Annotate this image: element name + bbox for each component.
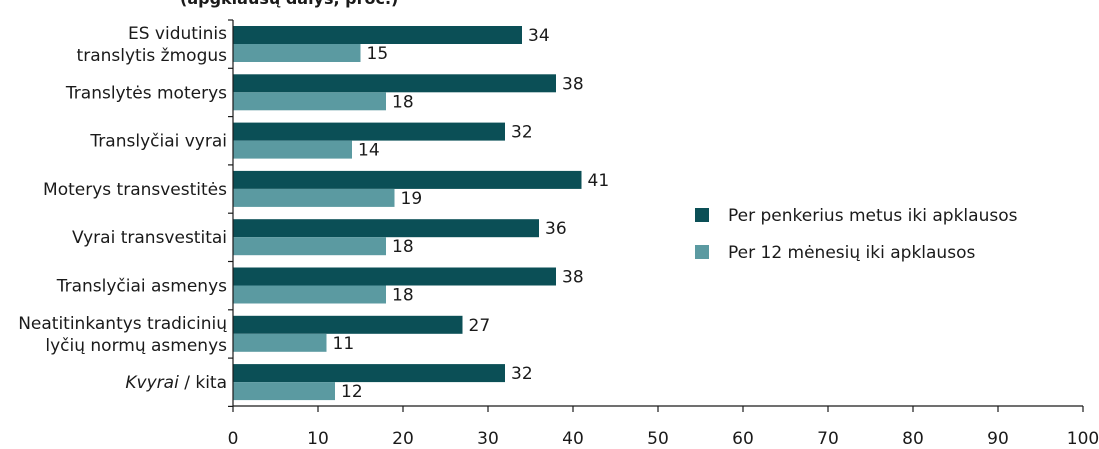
value-label-twelve-months-3: 19 bbox=[401, 189, 423, 209]
category-label-3: Moterys transvestitės bbox=[43, 180, 227, 200]
x-tick-label-100: 100 bbox=[1067, 429, 1099, 449]
bar-twelve-months-0 bbox=[233, 44, 361, 62]
bar-five-years-4 bbox=[233, 219, 539, 238]
value-label-twelve-months-2: 14 bbox=[358, 141, 380, 161]
bar-five-years-0 bbox=[233, 26, 522, 44]
category-label-0-line1: ES vidutinis bbox=[128, 24, 227, 44]
bar-five-years-3 bbox=[233, 170, 582, 189]
value-label-twelve-months-7: 12 bbox=[341, 382, 363, 402]
value-label-twelve-months-0: 15 bbox=[367, 44, 389, 64]
bar-twelve-months-1 bbox=[233, 92, 386, 111]
value-label-five-years-4: 36 bbox=[545, 219, 567, 239]
value-label-twelve-months-5: 18 bbox=[392, 286, 414, 306]
category-label-5: Translyčiai asmenys bbox=[56, 277, 227, 297]
bar-twelve-months-3 bbox=[233, 188, 395, 207]
value-label-five-years-0: 34 bbox=[528, 26, 550, 46]
axis-layer: 0 10 20 30 40 50 60 70 80 90 100 bbox=[228, 19, 1099, 449]
value-label-twelve-months-6: 11 bbox=[333, 334, 355, 354]
value-label-twelve-months-4: 18 bbox=[392, 237, 414, 257]
bar-five-years-5 bbox=[233, 267, 556, 286]
chart-title: (apgklausų dalys, proc.) bbox=[180, 0, 398, 8]
bar-five-years-6 bbox=[233, 315, 463, 334]
legend-label-twelve-months: Per 12 mėnesių iki apklausos bbox=[728, 243, 975, 263]
value-label-five-years-3: 41 bbox=[588, 171, 610, 191]
bar-twelve-months-7 bbox=[233, 382, 335, 401]
value-label-five-years-6: 27 bbox=[469, 316, 491, 336]
x-tick-label-0: 0 bbox=[228, 429, 239, 449]
value-label-twelve-months-1: 18 bbox=[392, 92, 414, 112]
category-label-0-line2: translytis žmogus bbox=[77, 46, 228, 66]
bar-twelve-months-6 bbox=[233, 333, 327, 352]
category-label-1: Translytės moterys bbox=[65, 83, 227, 103]
x-tick-label-90: 90 bbox=[987, 429, 1009, 449]
legend-label-five-years: Per penkerius metus iki apklausos bbox=[728, 206, 1018, 226]
category-label-6-line1: Neatitinkantys tradicinių bbox=[18, 314, 227, 334]
bar-five-years-1 bbox=[233, 74, 556, 93]
bar-twelve-months-2 bbox=[233, 140, 352, 159]
x-tick-label-30: 30 bbox=[477, 429, 499, 449]
x-tick-label-40: 40 bbox=[562, 429, 584, 449]
x-tick-label-60: 60 bbox=[732, 429, 754, 449]
x-tick-label-70: 70 bbox=[817, 429, 839, 449]
bar-twelve-months-5 bbox=[233, 285, 386, 304]
x-tick-label-10: 10 bbox=[307, 429, 329, 449]
value-label-five-years-7: 32 bbox=[511, 364, 533, 384]
x-tick-label-20: 20 bbox=[392, 429, 414, 449]
legend-swatch-five-years bbox=[695, 208, 709, 222]
value-label-five-years-2: 32 bbox=[511, 123, 533, 143]
value-label-five-years-1: 38 bbox=[562, 74, 584, 94]
category-label-7: Kvyrai / kita bbox=[125, 373, 227, 393]
value-label-five-years-5: 38 bbox=[562, 268, 584, 288]
legend: Per penkerius metus iki apklausos Per 12 … bbox=[695, 206, 1018, 263]
bar-five-years-2 bbox=[233, 122, 505, 141]
legend-swatch-twelve-months bbox=[695, 245, 709, 259]
x-tick-label-80: 80 bbox=[902, 429, 924, 449]
bar-five-years-7 bbox=[233, 364, 505, 383]
bars-layer bbox=[233, 26, 582, 401]
category-label-4: Vyrai transvestitai bbox=[72, 228, 227, 248]
bar-twelve-months-4 bbox=[233, 237, 386, 256]
category-label-6-line2: lyčių normų asmenys bbox=[45, 336, 227, 356]
category-label-2: Translyčiai vyrai bbox=[89, 132, 227, 152]
x-tick-label-50: 50 bbox=[647, 429, 669, 449]
